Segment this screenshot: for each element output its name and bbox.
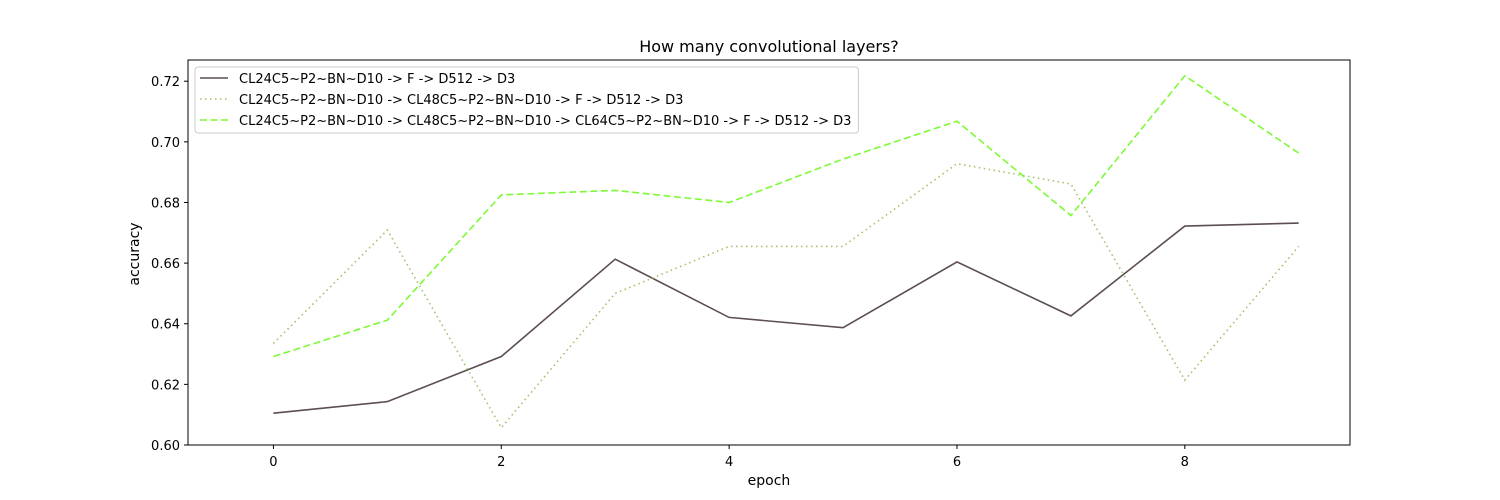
legend-box: [194, 66, 859, 134]
chart-title: How many convolutional layers?: [639, 37, 899, 56]
y-tick-label: 0.60: [151, 439, 180, 454]
y-tick-label: 0.62: [151, 378, 180, 393]
x-tick-label: 2: [497, 455, 505, 470]
axis-ticks: 0 2 4 6 8 0.60 0.62 0.64 0.66 0.68 0.70 0.72: [151, 75, 1189, 470]
y-axis-label: accuracy: [127, 222, 143, 285]
x-tick-label: 0: [269, 455, 277, 470]
plot-area: [272, 74, 1300, 430]
legend-label-2: CL24C5~P2~BN~D10 -> CL48C5~P2~BN~D10 -> …: [239, 93, 683, 108]
y-tick-label: 0.64: [151, 318, 180, 333]
y-tick-label: 0.72: [151, 75, 180, 90]
x-tick-label: 4: [725, 455, 733, 470]
series-line-2: [272, 162, 1300, 430]
series-line-3: [273, 74, 1300, 358]
x-tick-label: 6: [953, 455, 961, 470]
series-line-1: [273, 222, 1299, 414]
legend-label-1: CL24C5~P2~BN~D10 -> F -> D512 -> D3: [239, 72, 515, 87]
legend: CL24C5~P2~BN~D10 -> F -> D512 -> D3 CL24C…: [194, 66, 859, 134]
x-axis-label: epoch: [748, 473, 791, 489]
y-tick-label: 0.68: [151, 196, 180, 211]
y-tick-label: 0.70: [151, 136, 180, 151]
x-tick-label: 8: [1181, 455, 1189, 470]
legend-label-3: CL24C5~P2~BN~D10 -> CL48C5~P2~BN~D10 -> …: [239, 114, 851, 129]
y-tick-label: 0.66: [151, 257, 180, 272]
plot-frame: [187, 59, 1351, 446]
